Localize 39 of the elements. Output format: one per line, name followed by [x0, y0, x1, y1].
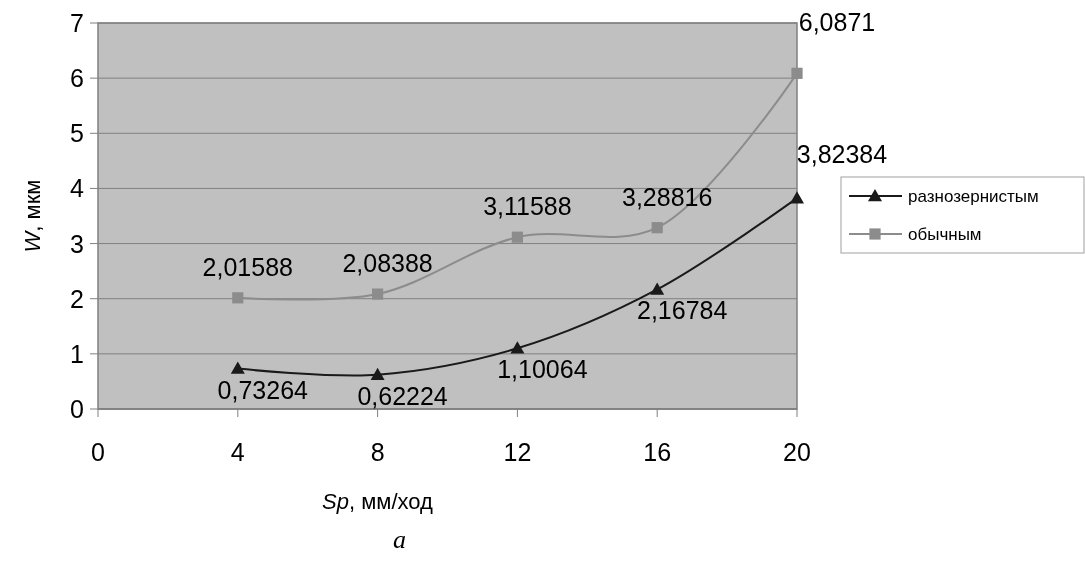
data-label: 0,73264 [217, 375, 309, 404]
x-tick-label: 8 [370, 438, 385, 466]
data-label: 2,01588 [202, 252, 293, 281]
y-tick-label: 2 [70, 284, 84, 313]
point [790, 191, 804, 204]
x-tick-label: 20 [783, 438, 811, 466]
y-axis-title: W, мкм [20, 179, 45, 253]
y-tick-label: 3 [70, 229, 84, 258]
data-label: 2,08388 [342, 249, 433, 278]
legend-label: обычным [908, 225, 982, 244]
x-tick-label: 0 [91, 438, 105, 466]
point [230, 361, 245, 374]
x-axis-title: Sp, мм/ход [322, 489, 434, 514]
data-label: 3,28816 [622, 182, 713, 211]
x-tick-label: 12 [503, 438, 532, 466]
data-label: 6,0871 [798, 8, 876, 37]
y-tick-label: 5 [70, 119, 84, 148]
point [370, 367, 385, 380]
data-label: 3,82384 [796, 140, 888, 169]
y-tick-label: 4 [70, 174, 85, 203]
point [510, 341, 525, 354]
text: a [393, 525, 406, 554]
y-tick-label: 6 [70, 64, 84, 93]
data-label: 2,16784 [637, 296, 728, 325]
data-label: 0,62224 [357, 381, 448, 410]
data-label: 1,10064 [497, 355, 588, 384]
y-tick-label: 7 [70, 9, 84, 37]
point [650, 282, 665, 295]
point [372, 288, 384, 300]
point [651, 222, 663, 234]
point [791, 67, 803, 79]
point [232, 292, 244, 304]
legend-label: разнозернистым [908, 187, 1039, 206]
point [511, 231, 523, 243]
data-label: 3,11588 [483, 192, 572, 221]
y-tick-label: 1 [70, 339, 84, 368]
x-tick-label: 16 [643, 438, 672, 466]
y-tick-label: 0 [70, 395, 84, 423]
x-tick-label: 4 [230, 438, 245, 466]
